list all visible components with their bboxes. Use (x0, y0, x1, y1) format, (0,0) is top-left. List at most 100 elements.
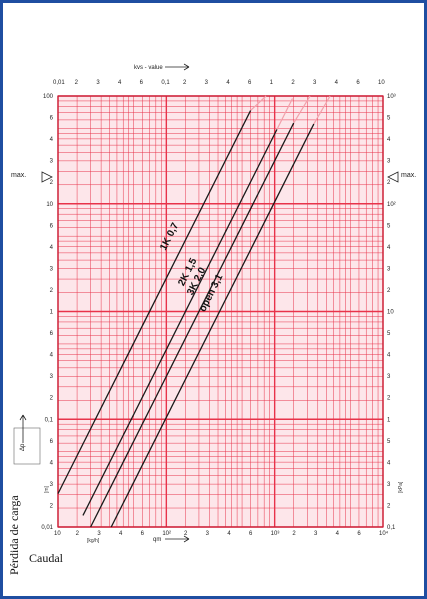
bottom-tick-label: 6 (357, 531, 361, 537)
top-tick-label: 1 (270, 80, 274, 86)
left-tick-label: 3 (50, 159, 54, 165)
top-tick-label: 6 (140, 80, 144, 86)
left-tick-label: 2 (50, 180, 54, 186)
top-tick-label: 4 (226, 80, 230, 86)
top-tick-label: 3 (96, 80, 100, 86)
grid-layer (57, 95, 384, 528)
x-axis-title: Caudal (29, 551, 64, 565)
y-axis-title: Pérdida de carga (7, 495, 21, 575)
max-marker-right (387, 171, 399, 183)
tick-layer: 0,01 2 3 4 6 0,1 2 3 4 6 1 2 3 4 6 10 10 2 3 4 6 10² 2 3 4 6 10³ 2 3… (41, 80, 396, 537)
left-unit-label: [m] (44, 485, 50, 493)
left-tick-label: 4 (50, 137, 54, 143)
left-tick-label: 2 (50, 396, 54, 402)
right-tick-label: 2 (387, 180, 391, 186)
bottom-tick-label: 4 (227, 531, 231, 537)
right-tick-label: 4 (387, 245, 391, 251)
bottom-tick-label: 6 (141, 531, 145, 537)
top-tick-label: 2 (291, 80, 295, 86)
right-tick-label: 1 (387, 417, 391, 423)
max-label-right: max. (401, 172, 416, 179)
bottom-tick-label: 10 (54, 531, 61, 537)
bottom-tick-label: 4 (119, 531, 123, 537)
left-tick-label: 0,1 (45, 417, 54, 423)
left-tick-label: 3 (50, 374, 54, 380)
left-tick-label: 0,01 (41, 525, 53, 531)
bottom-tick-label: 2 (184, 531, 188, 537)
right-tick-label: 2 (387, 288, 391, 294)
right-unit-label: [kPa] (398, 481, 404, 493)
left-tick-label: 6 (50, 223, 54, 229)
left-tick-label: 3 (50, 266, 54, 272)
top-axis-arrow (165, 63, 190, 71)
bottom-tick-label: 10² (162, 531, 171, 537)
left-tick-label: 6 (50, 439, 54, 445)
curve-line (110, 123, 315, 528)
left-tick-label: 6 (50, 116, 54, 122)
right-tick-label: 3 (387, 374, 391, 380)
left-tick-label: 4 (50, 245, 54, 251)
bottom-tick-label: 3 (314, 531, 318, 537)
right-tick-label: 2 (387, 503, 391, 509)
top-tick-label: 4 (335, 80, 339, 86)
right-tick-label: 2 (387, 396, 391, 402)
left-tick-label: 10 (46, 202, 53, 208)
right-tick-label: 5 (387, 116, 391, 122)
top-tick-label: 6 (248, 80, 252, 86)
right-tick-label: 0,1 (387, 525, 396, 531)
top-tick-label: 2 (183, 80, 187, 86)
left-tick-label: 100 (43, 94, 54, 100)
curve-extension (313, 95, 331, 125)
dp-axis-arrow (19, 414, 27, 443)
right-tick-label: 5 (387, 223, 391, 229)
top-tick-label: 4 (118, 80, 122, 86)
top-axis-label: kvs - value (134, 65, 163, 71)
curve-line (90, 122, 295, 528)
curve-extension (276, 98, 294, 130)
bottom-unit-label: [kg/h] (87, 538, 100, 544)
right-tick-label: 4 (387, 460, 391, 466)
curve-extension (293, 95, 311, 124)
max-label-left: max. (11, 172, 26, 179)
top-tick-label: 3 (313, 80, 317, 86)
max-marker-left (41, 171, 53, 183)
left-tick-label: 6 (50, 331, 54, 337)
bottom-tick-label: 2 (76, 531, 80, 537)
curve-extension (250, 95, 267, 111)
right-tick-label: 10² (387, 202, 396, 208)
top-tick-label: 0,1 (161, 80, 170, 86)
dp-label-box (13, 427, 41, 465)
right-tick-label: 5 (387, 331, 391, 337)
left-tick-label: 1 (50, 310, 54, 316)
bottom-tick-label: 10⁴ (379, 530, 389, 537)
left-tick-label: 3 (50, 482, 54, 488)
right-tick-label: 3 (387, 159, 391, 165)
plot-border (57, 95, 384, 528)
dp-label: Δp (20, 443, 26, 451)
left-tick-label: 4 (50, 353, 54, 359)
bottom-tick-label: 3 (97, 531, 101, 537)
right-tick-label: 10³ (387, 94, 396, 100)
bottom-tick-label: 2 (292, 531, 296, 537)
bottom-tick-label: 10³ (271, 531, 280, 537)
right-tick-label: 5 (387, 439, 391, 445)
top-tick-label: 0,01 (53, 80, 65, 86)
right-tick-label: 4 (387, 137, 391, 143)
bottom-axis-arrow (165, 535, 190, 543)
left-tick-label: 2 (50, 288, 54, 294)
bottom-tick-label: 4 (336, 531, 340, 537)
bottom-tick-label: 6 (249, 531, 253, 537)
right-tick-label: 3 (387, 482, 391, 488)
bottom-flow-label: qm (153, 537, 161, 543)
right-tick-label: 3 (387, 266, 391, 272)
curve-line (82, 129, 278, 516)
top-tick-label: 2 (75, 80, 79, 86)
top-tick-label: 10 (378, 80, 385, 86)
left-tick-label: 4 (50, 460, 54, 466)
bottom-tick-label: 3 (206, 531, 210, 537)
top-tick-label: 6 (356, 80, 360, 86)
right-tick-label: 10 (387, 310, 394, 316)
